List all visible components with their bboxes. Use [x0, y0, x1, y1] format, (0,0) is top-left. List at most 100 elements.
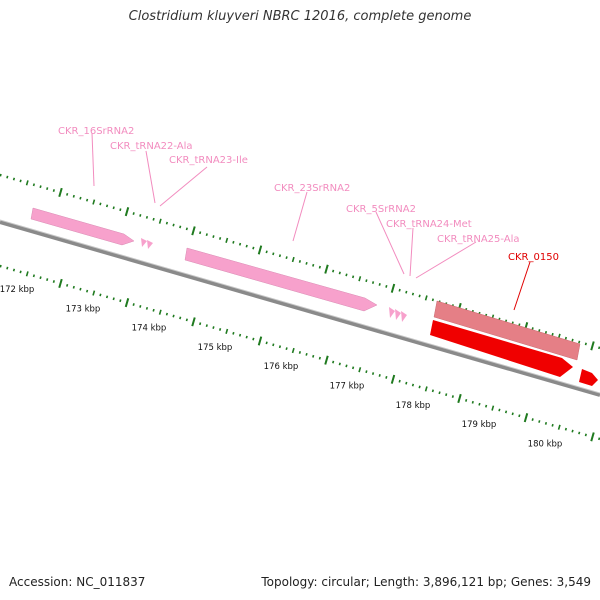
- inner-tick-minor: [238, 333, 242, 337]
- trna25-ala-marker[interactable]: [401, 311, 407, 322]
- outer-tick-minor: [378, 283, 381, 286]
- inner-tick-minor: [571, 429, 574, 433]
- inner-tick-minor: [85, 289, 89, 293]
- inner-tick-minor: [557, 424, 561, 430]
- inner-tick-minor: [232, 331, 235, 335]
- trna22-ala-marker[interactable]: [141, 238, 147, 247]
- genome-backbone: [0, 220, 600, 397]
- outer-tick-minor: [19, 179, 22, 183]
- outer-tick-minor: [358, 276, 362, 282]
- outer-tick-major: [590, 341, 595, 351]
- kbp-label: 175 kbp: [198, 343, 233, 353]
- inner-tick-major: [257, 336, 263, 346]
- outer-tick-minor: [212, 235, 215, 238]
- outer-tick-minor: [6, 175, 9, 179]
- inner-tick-minor: [272, 343, 275, 347]
- outer-tick-minor: [205, 233, 208, 237]
- inner-tick-minor: [551, 423, 554, 427]
- inner-tick-minor: [165, 312, 169, 316]
- trna24-met-marker[interactable]: [395, 309, 401, 320]
- kbp-label: 174 kbp: [132, 324, 167, 334]
- inner-tick-minor: [398, 379, 401, 383]
- inner-tick-minor: [445, 393, 448, 397]
- outer-tick-minor: [225, 237, 229, 244]
- inner-tick-minor: [504, 410, 508, 414]
- inner-tick-minor: [46, 278, 49, 282]
- rrna-16s-arrow[interactable]: [30, 207, 135, 246]
- outer-tick-minor: [245, 244, 248, 248]
- outer-tick-minor: [318, 265, 321, 269]
- outer-tick-minor: [46, 187, 49, 191]
- inner-tick-minor: [431, 389, 435, 393]
- label-ckr-trna25-ala[interactable]: CKR_tRNA25-Ala: [437, 234, 520, 245]
- outer-tick-minor: [72, 194, 75, 198]
- inner-tick-minor: [19, 270, 22, 274]
- outer-tick-minor: [418, 294, 421, 298]
- label-ckr-16srrna2[interactable]: CKR_16SrRNA2: [58, 126, 134, 137]
- rrna-5s-marker[interactable]: [389, 307, 395, 318]
- inner-tick-minor: [158, 309, 162, 315]
- label-ckr-5srrna2[interactable]: CKR_5SrRNA2: [346, 204, 416, 215]
- outer-tick-minor: [238, 242, 242, 246]
- outer-tick-minor: [538, 329, 541, 332]
- adjacent-gene-arrow[interactable]: [579, 369, 598, 386]
- inner-tick-minor: [52, 280, 55, 283]
- inner-tick-minor: [332, 360, 335, 364]
- inner-tick-minor: [451, 395, 454, 398]
- label-ckr-trna24-met[interactable]: CKR_tRNA24-Met: [386, 219, 472, 230]
- ckr-0150-cds-arrow[interactable]: [430, 320, 573, 377]
- kbp-label-track: 172 kbp 173 kbp 174 kbp 175 kbp 176 kbp 177 k…: [0, 285, 562, 449]
- inner-tick-minor: [245, 335, 248, 339]
- label-ckr-0150[interactable]: CKR_0150: [508, 252, 559, 263]
- outer-tick-minor: [112, 206, 115, 210]
- kbp-label: 172 kbp: [0, 285, 34, 295]
- genome-backbone-highlight: [0, 219, 600, 394]
- kbp-label: 176 kbp: [264, 362, 299, 372]
- outer-tick-minor: [232, 240, 235, 244]
- inner-tick-minor: [498, 408, 501, 412]
- inner-tick-minor: [105, 295, 109, 299]
- label-ckr-23srrna2[interactable]: CKR_23SrRNA2: [274, 183, 350, 194]
- outer-tick-minor: [52, 189, 55, 192]
- kbp-label: 178 kbp: [396, 401, 431, 411]
- inner-tick-minor: [285, 347, 288, 351]
- inner-tick-minor: [225, 328, 229, 335]
- outer-tick-minor: [12, 177, 16, 181]
- outer-tick-minor: [0, 173, 2, 177]
- outer-tick-minor: [312, 263, 315, 267]
- inner-tick-minor: [578, 431, 581, 435]
- rrna-23s-arrow[interactable]: [184, 247, 378, 312]
- inner-tick-minor: [278, 345, 282, 349]
- inner-tick-minor: [112, 297, 115, 301]
- outer-tick-minor: [32, 183, 36, 187]
- inner-tick-minor: [424, 386, 428, 392]
- inner-tick-major: [324, 355, 329, 365]
- outer-tick-minor: [551, 332, 554, 336]
- inner-tick-minor: [371, 372, 375, 375]
- outer-tick-minor: [99, 202, 102, 206]
- ckr-0150-gene-block[interactable]: [433, 300, 581, 361]
- inner-tick-minor: [478, 402, 481, 406]
- outer-tick-minor: [218, 237, 222, 240]
- inner-tick-minor: [199, 322, 202, 326]
- inner-tick-minor: [66, 283, 69, 287]
- inner-tick-minor: [132, 303, 135, 306]
- kbp-label: 180 kbp: [528, 439, 563, 449]
- trna23-ile-marker[interactable]: [147, 240, 153, 249]
- outer-tick-minor: [272, 252, 275, 256]
- inner-tick-minor: [438, 391, 441, 395]
- label-ckr-trna22-ala[interactable]: CKR_tRNA22-Ala: [110, 141, 193, 152]
- inner-tick-minor: [92, 290, 96, 296]
- inner-tick-minor: [584, 433, 587, 437]
- outer-tick-minor: [278, 254, 282, 258]
- outer-tick-minor: [332, 269, 335, 273]
- outer-tick-minor: [85, 198, 89, 202]
- kbp-label: 177 kbp: [330, 382, 365, 392]
- outer-tick-minor: [371, 281, 375, 284]
- inner-tick-minor: [145, 306, 149, 310]
- label-ckr-trna23-ile[interactable]: CKR_tRNA23-Ile: [169, 155, 248, 166]
- inner-tick-major: [390, 374, 396, 384]
- outer-tick-minor: [298, 260, 302, 263]
- outer-tick-minor: [578, 340, 581, 344]
